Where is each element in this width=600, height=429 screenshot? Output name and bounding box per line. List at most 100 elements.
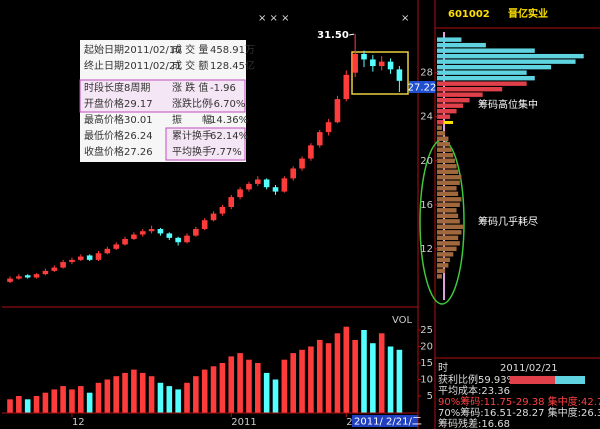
volume-bar [86, 392, 93, 413]
chip-bar [437, 64, 552, 70]
chip-bar [437, 274, 442, 279]
volume-bar [131, 369, 137, 413]
volume-bar [175, 389, 181, 413]
chip-bar [437, 208, 457, 213]
candle-body [16, 276, 22, 279]
candle-body [378, 61, 385, 67]
candle-body [281, 178, 288, 192]
info-value: 128.45亿 [210, 59, 255, 72]
info-label: 收盘价格 [84, 145, 124, 158]
stats-line: 90%筹码:11.75-29.38 集中度:42.7 [438, 395, 600, 408]
chip-bar [437, 53, 584, 59]
header-box [437, 2, 600, 26]
candle-body [246, 183, 252, 190]
date-box [352, 415, 418, 427]
x-tick-label: 12 [72, 417, 85, 428]
volume-bar [334, 333, 341, 413]
volume-bar [33, 396, 40, 413]
stock-code: 601002 [448, 9, 490, 20]
candle-body [122, 238, 128, 245]
stats-line: 70%筹码:16.51-28.27 集中度:26.3 [438, 406, 600, 419]
candle-body [361, 53, 367, 60]
x-tick-label: 2 [346, 417, 352, 428]
chip-bar [437, 158, 455, 163]
volume-bar [387, 346, 394, 413]
volume-bar [246, 359, 252, 413]
chip-bar [437, 37, 462, 42]
y-tick-label: 28 [420, 68, 433, 79]
info-label: 最低价格 [84, 129, 124, 142]
y-tick-label: 15 [420, 358, 433, 369]
volume-bar [352, 339, 358, 413]
volume-bar [104, 379, 111, 413]
volume-bar [299, 349, 305, 413]
candle-body [166, 233, 173, 238]
info-highlight [79, 79, 246, 113]
chip-bar [437, 109, 457, 114]
volume-bar [210, 366, 217, 413]
volume-bar [193, 376, 199, 413]
chip-bar [437, 213, 459, 219]
info-value: 14.36% [210, 115, 248, 126]
candle-body [396, 69, 403, 81]
profit-label: 获利比例: [438, 373, 481, 386]
chip-bar [437, 114, 451, 119]
info-value: 62.14% [210, 131, 248, 142]
volume-bar [122, 372, 128, 413]
chip-bar [437, 180, 460, 185]
info-value: 2011/02/21 [124, 61, 182, 72]
volume-bar [7, 399, 13, 413]
volume-bar [361, 330, 367, 413]
info-label: 成 交 额 [172, 59, 208, 72]
chip-bar [437, 125, 442, 130]
chip-bar [437, 219, 460, 224]
y-tick-label: 25 [420, 325, 433, 336]
info-value: 30.01 [124, 115, 153, 126]
high-label: 31.50 [317, 30, 349, 41]
info-value: 26.24 [124, 131, 153, 142]
candle-body [316, 132, 323, 146]
stats-date-label: 时 [438, 362, 448, 374]
info-value: 7.77% [210, 147, 242, 158]
candle-body [228, 197, 235, 208]
info-value: 8周期 [124, 82, 150, 94]
info-label: 终止日期 [84, 59, 124, 72]
candle-body [86, 255, 93, 260]
volume-bar [201, 369, 208, 413]
candle-body [387, 61, 394, 70]
volume-bar [325, 343, 332, 413]
candle-body [157, 229, 164, 234]
annotation: 筹码高位集中 [478, 98, 538, 111]
chip-bar [437, 175, 462, 180]
y-tick-label: 20 [420, 342, 433, 353]
info-label: 时段长度 [84, 81, 124, 94]
candle-body [184, 235, 190, 243]
range-box [351, 51, 409, 95]
volume-bar [281, 359, 288, 413]
volume-bar [42, 392, 49, 413]
info-value: -6.70% [210, 99, 245, 110]
info-label: 累计换手 [172, 129, 212, 142]
volume-bar [95, 382, 102, 413]
volume-bar [308, 346, 314, 413]
chip-bar [437, 120, 444, 125]
volume-bar [272, 379, 279, 413]
y-tick-label: 16 [420, 200, 433, 211]
chip-bar [437, 42, 486, 48]
volume-bar [139, 372, 146, 413]
date-label: 2011/ 2/21/二 [354, 417, 422, 428]
volume-bar [219, 363, 226, 413]
candle-body [290, 168, 296, 179]
candle-body [69, 259, 75, 263]
candle-body [193, 229, 199, 236]
candle-body [113, 244, 119, 249]
info-value: 458.91万 [210, 45, 255, 56]
chip-bar [437, 246, 457, 252]
candle-body [263, 179, 270, 188]
chip-bar [437, 153, 454, 158]
profit-bar [510, 376, 555, 384]
candle-body [370, 59, 376, 67]
marker: × × × [258, 13, 290, 24]
candle-body [272, 187, 279, 192]
volume-bar [396, 349, 403, 413]
